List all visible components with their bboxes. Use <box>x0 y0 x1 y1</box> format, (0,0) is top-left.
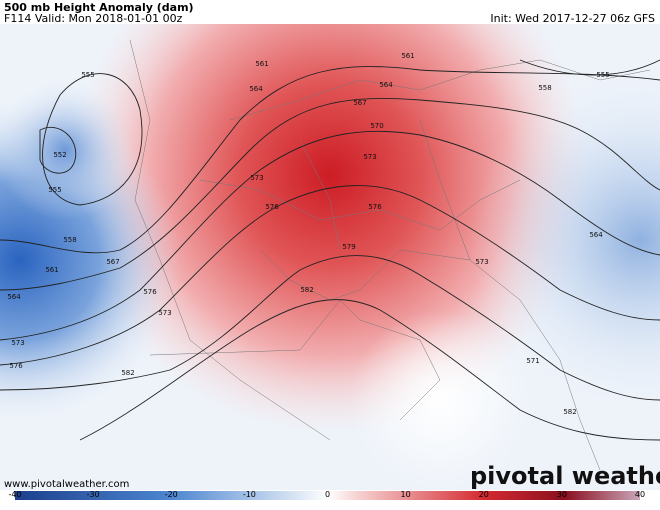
contour-label: 571 <box>526 357 539 365</box>
colorbar <box>15 491 640 500</box>
logo: pivotal weather <box>470 462 660 490</box>
colorbar-tick-label: 0 <box>325 490 330 499</box>
contour-label: 573 <box>363 153 376 161</box>
colorbar-tick-label: 20 <box>479 490 489 499</box>
contour-labels: 555 552 555 558 561 564 567 573 576 573 576 582 561 5… <box>7 52 609 416</box>
valid-time: F114 Valid: Mon 2018-01-01 00z <box>4 12 183 25</box>
contour-label: 576 <box>368 203 382 211</box>
contour-label: 582 <box>121 369 134 377</box>
colorbar-ticks: -40 -30 -20 -10 0 10 20 30 40 <box>8 490 645 499</box>
contour-label: 561 <box>45 266 58 274</box>
colorbar-tick-label: 30 <box>557 490 567 499</box>
contour-label: 555 <box>81 71 94 79</box>
contour-label: 558 <box>63 236 76 244</box>
colorbar-tick-label: 40 <box>635 490 645 499</box>
contour-label: 573 <box>250 174 263 182</box>
colorbar-tick-label: -10 <box>243 490 256 499</box>
contour-label: 576 <box>9 362 23 370</box>
contour-label: 552 <box>53 151 66 159</box>
colorbar-tick-label: 10 <box>401 490 411 499</box>
contour-label: 561 <box>255 60 268 68</box>
contour-label: 582 <box>563 408 576 416</box>
contour-label: 573 <box>11 339 24 347</box>
contour-label: 570 <box>370 122 383 130</box>
title: 500 mb Height Anomaly (dam) <box>4 1 194 14</box>
contour-label: 567 <box>353 99 366 107</box>
contour-label: 573 <box>158 309 171 317</box>
contour-label: 579 <box>342 243 355 251</box>
init-time: Init: Wed 2017-12-27 06z GFS <box>490 12 655 25</box>
contour-label: 558 <box>538 84 551 92</box>
contour-label: 582 <box>300 286 313 294</box>
map <box>0 24 660 490</box>
borders <box>129 39 651 471</box>
contour-label: 567 <box>106 258 119 266</box>
contour-label: 573 <box>475 258 488 266</box>
contour-label: 561 <box>401 52 414 60</box>
colorbar-tick-label: -20 <box>165 490 178 499</box>
colorbar-tick-label: -40 <box>8 490 21 499</box>
contours <box>0 59 660 441</box>
contour-label: 555 <box>596 71 609 79</box>
contour-label: 555 <box>48 186 61 194</box>
contour-label: 564 <box>249 85 263 93</box>
contour-label: 576 <box>265 203 279 211</box>
contour-label: 564 <box>7 293 21 301</box>
contour-label: 576 <box>143 288 157 296</box>
colorbar-tick-label: -30 <box>87 490 100 499</box>
contour-label: 564 <box>589 231 603 239</box>
watermark: www.pivotalweather.com <box>4 479 129 490</box>
contour-label: 564 <box>379 81 393 89</box>
